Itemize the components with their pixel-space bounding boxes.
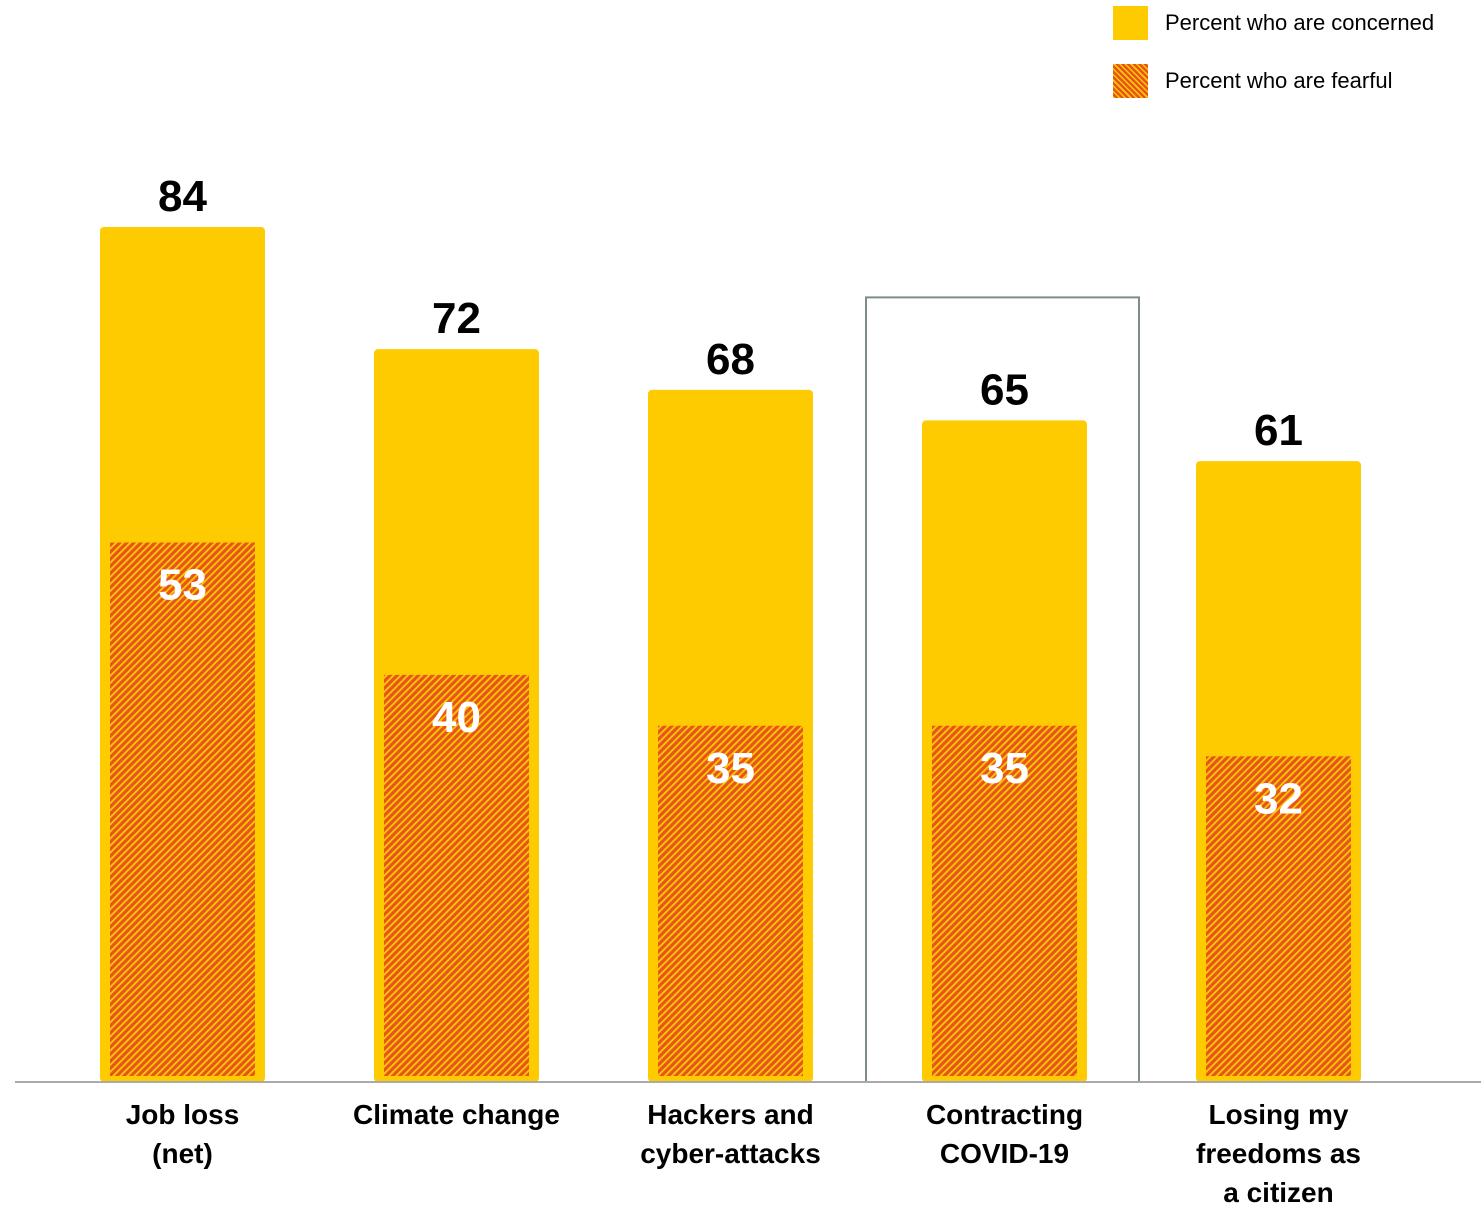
legend-label-fearful: Percent who are fearful (1165, 68, 1393, 93)
bar-fearful (932, 725, 1077, 1076)
category-label: Hackers and (647, 1099, 814, 1130)
data-label-fearful: 32 (1254, 774, 1303, 823)
data-label-concerned: 84 (158, 172, 207, 221)
legend-swatch-fearful (1113, 64, 1148, 98)
legend-item-fearful: Percent who are fearful (1113, 64, 1434, 98)
data-label-concerned: 68 (706, 335, 755, 384)
category-label: Climate change (353, 1099, 560, 1130)
data-label-concerned: 72 (432, 294, 481, 343)
data-label-fearful: 35 (706, 744, 755, 793)
bar-fearful (384, 674, 529, 1076)
bar-fearful (1206, 756, 1351, 1076)
category-label: Contracting (926, 1099, 1083, 1130)
category-label: a citizen (1223, 1177, 1333, 1206)
category-label: COVID-19 (940, 1138, 1069, 1169)
category-label: freedoms as (1196, 1138, 1361, 1169)
bar-fearful (658, 725, 803, 1076)
legend-swatch-concerned (1113, 6, 1148, 40)
bar-fearful (110, 542, 255, 1076)
data-label-concerned: 65 (980, 365, 1029, 414)
category-label: Losing my (1208, 1099, 1348, 1130)
category-label: (net) (152, 1138, 213, 1169)
category-label: Job loss (126, 1099, 240, 1130)
legend: Percent who are concerned Percent who ar… (1113, 6, 1434, 122)
category-label: cyber-attacks (640, 1138, 821, 1169)
data-label-fearful: 53 (158, 561, 207, 610)
legend-label-concerned: Percent who are concerned (1165, 10, 1435, 35)
legend-item-concerned: Percent who are concerned (1113, 6, 1434, 40)
data-label-fearful: 40 (432, 693, 481, 742)
data-label-fearful: 35 (980, 744, 1029, 793)
data-label-concerned: 61 (1254, 406, 1303, 455)
